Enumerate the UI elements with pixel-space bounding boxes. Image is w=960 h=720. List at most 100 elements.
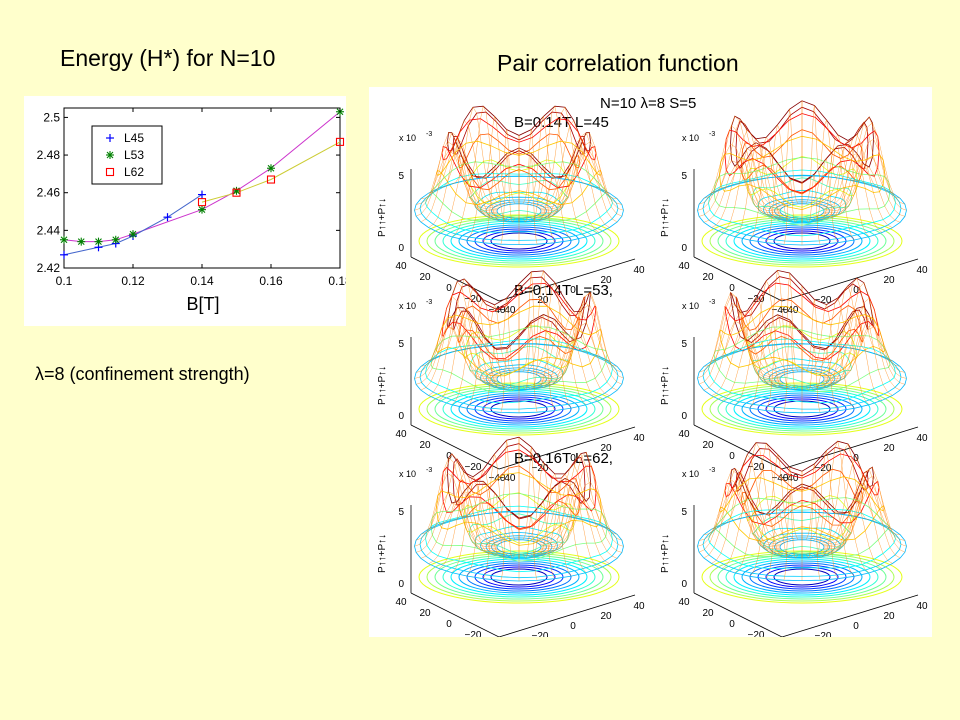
data-point-L53 <box>60 235 68 244</box>
surface-mesh-line <box>749 513 792 577</box>
data-point-L53 <box>267 164 275 173</box>
surface-mesh-line <box>766 123 795 205</box>
surface-mesh-line <box>540 291 624 380</box>
surface-mesh-line <box>818 458 883 543</box>
x-tick-label-3d: 40 <box>678 261 690 272</box>
pair-panel-header: N=10 λ=8 S=5 <box>600 95 696 112</box>
y-tick-label-3d: 40 <box>916 601 928 612</box>
surface-mesh-line <box>416 491 498 553</box>
legend-box <box>91 125 163 185</box>
surface-mesh-line <box>522 129 538 204</box>
y-tick-label-3d: −40 <box>499 305 516 316</box>
surface-mesh-line <box>420 132 499 223</box>
y-tick-label-3d: 40 <box>633 265 645 276</box>
surface-mesh-line <box>818 134 883 207</box>
surface-mesh-line <box>805 345 821 413</box>
surface-mesh-line <box>812 145 855 241</box>
y-tick-label-3d: 40 <box>633 601 645 612</box>
scale-label: x 10 <box>682 469 699 479</box>
x-tick-label-3d: −40 <box>772 473 789 484</box>
surface-mesh-line <box>414 472 498 548</box>
row-label: B=0.14T L=53, <box>514 282 613 299</box>
x-tick-label: 0.16 <box>259 274 283 288</box>
x-tick-label-3d: 40 <box>395 429 407 440</box>
legend-marker-L62 <box>105 167 115 177</box>
z-tick-label: 5 <box>398 339 404 350</box>
surface-mesh-line <box>809 157 838 243</box>
surface-mesh-line <box>438 490 503 569</box>
surface-mesh-line <box>526 166 555 243</box>
surface-mesh-line <box>699 160 781 217</box>
y-tick-label-3d: 0 <box>853 285 859 296</box>
data-point-L45 <box>60 250 68 259</box>
surface-mesh-line <box>535 120 600 207</box>
data-point-L62 <box>266 175 276 184</box>
surface-mesh-line <box>822 166 901 223</box>
z-tick-label: 0 <box>681 411 687 422</box>
surface-mesh-line <box>812 440 855 541</box>
surface-mesh-line <box>816 321 870 405</box>
surface-mesh-line <box>783 319 799 413</box>
surface-mesh-line <box>538 337 610 396</box>
y-tick-label-3d: −40 <box>782 473 799 484</box>
surface-mesh-line <box>812 134 855 205</box>
y-tick-label-3d: −20 <box>532 631 549 637</box>
surface-mesh-line <box>526 270 555 373</box>
x-tick-label-3d: −20 <box>748 630 765 637</box>
surface-mesh-line <box>483 166 512 243</box>
surface-mesh-line <box>783 272 799 372</box>
y-tick-label-3d: 0 <box>853 621 859 632</box>
energy-chart-panel: 0.1 0.12 0.14 0.16 0.18 2.42 2.44 2.46 2.48 2.5 L… <box>24 96 346 326</box>
surface-mesh-line <box>821 475 893 544</box>
y-tick-label-3d: 0 <box>570 453 576 464</box>
z-tick-label: 5 <box>681 339 687 350</box>
surface-mesh-line <box>526 500 555 579</box>
surface-mesh-line <box>734 510 788 574</box>
surface-mesh-line <box>483 453 512 541</box>
surface-mesh-line <box>522 446 538 540</box>
surface-mesh-line <box>766 162 795 243</box>
surface-mesh-line <box>721 148 786 233</box>
row-label: B=0.16T L=62, <box>514 450 613 467</box>
surface-mesh-line <box>749 147 792 241</box>
surface-mesh-line <box>483 116 512 205</box>
x-tick-label-3d: −20 <box>748 294 765 305</box>
surface-mesh-line <box>699 487 781 546</box>
surface-mesh-line <box>529 281 572 373</box>
z-tick-label: 0 <box>681 243 687 254</box>
data-point-L53 <box>232 186 241 195</box>
surface-mesh-line <box>416 326 498 385</box>
surface-mesh-line <box>703 303 782 377</box>
surface-mesh-line <box>823 466 906 553</box>
series-line-L62 <box>201 141 341 203</box>
surface-mesh-line <box>466 468 509 541</box>
pair-correlation-plots: N=10 λ=8 S=5 B=0.14T L=45 5 0 P↑↑+P↑↓ 40 20 0 −… <box>377 95 928 637</box>
surface-mesh-line <box>721 310 786 375</box>
surface-mesh-line <box>812 338 855 409</box>
surface-mesh-line <box>538 138 610 208</box>
surface-mesh-line <box>766 504 795 579</box>
surface-mesh-line <box>821 282 893 376</box>
x-tick-label-3d: 0 <box>729 283 735 294</box>
surface-mesh-line <box>428 307 500 396</box>
surface-mesh-line <box>783 109 799 204</box>
surface-mesh-line <box>438 307 503 401</box>
row-label: B=0.14T L=45 <box>514 114 609 131</box>
data-point-L53 <box>198 205 206 214</box>
surface-mesh-line <box>414 326 497 380</box>
surface-mesh-line <box>766 453 795 541</box>
surface-mesh-line <box>698 302 781 385</box>
surface-mesh-line <box>539 150 618 209</box>
surface-mesh-line <box>526 116 555 205</box>
surface-mesh-line <box>749 320 792 409</box>
data-point-L62 <box>335 137 345 146</box>
surface-mesh-line <box>734 138 788 206</box>
surface-mesh-line <box>703 115 782 209</box>
y-tick-label: 2.42 <box>37 261 61 275</box>
surface-mesh-line <box>420 453 499 545</box>
y-tick-label-3d: 0 <box>570 285 576 296</box>
surface-mesh-line <box>428 144 500 228</box>
scale-label: x 10 <box>682 133 699 143</box>
y-tick-label-3d: 0 <box>570 621 576 632</box>
